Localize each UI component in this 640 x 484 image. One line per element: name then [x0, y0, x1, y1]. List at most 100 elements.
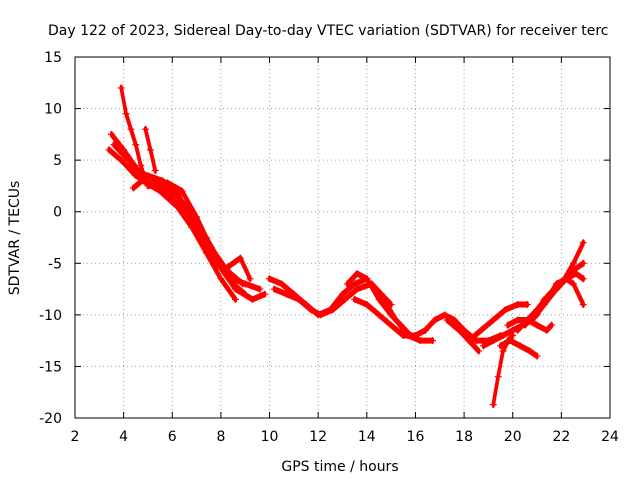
- data-points: [105, 84, 587, 409]
- data-point-plus: [533, 352, 541, 360]
- data-point-plus: [144, 172, 152, 180]
- data-point-plus: [353, 285, 361, 293]
- data-point-plus: [222, 264, 230, 272]
- data-point-plus: [428, 337, 436, 345]
- data-point-plus: [163, 179, 171, 187]
- data-point-plus: [533, 321, 541, 329]
- data-point-plus: [246, 275, 254, 283]
- data-point-plus: [499, 347, 507, 355]
- data-point-plus: [132, 141, 140, 149]
- data-point-plus: [159, 182, 167, 190]
- data-point-plus: [523, 301, 531, 309]
- data-point-plus: [514, 301, 522, 309]
- x-tick-label: 20: [504, 429, 522, 445]
- data-point-plus: [146, 146, 154, 154]
- data-point-plus: [122, 110, 130, 118]
- series-track-3: [110, 141, 239, 303]
- data-point-plus: [441, 311, 449, 319]
- data-point-plus: [497, 342, 505, 350]
- data-point-plus: [270, 285, 278, 293]
- data-point-plus: [499, 331, 507, 339]
- data-point-plus: [368, 280, 376, 288]
- data-point-plus: [193, 213, 201, 221]
- data-point-plus: [465, 337, 473, 345]
- x-tick-label: 12: [309, 429, 327, 445]
- series-track-6: [142, 125, 159, 174]
- data-point-plus: [387, 321, 395, 329]
- data-point-plus: [278, 280, 286, 288]
- data-point-plus: [117, 84, 125, 92]
- data-point-plus: [501, 306, 509, 314]
- data-point-plus: [229, 280, 237, 288]
- data-point-plus: [217, 275, 225, 283]
- data-point-plus: [266, 275, 274, 283]
- data-point-plus: [380, 295, 388, 303]
- data-point-plus: [343, 280, 351, 288]
- data-point-plus: [514, 326, 522, 334]
- data-point-plus: [239, 280, 247, 288]
- series-band: [112, 144, 238, 303]
- data-point-plus: [553, 280, 560, 288]
- data-point-plus: [261, 290, 269, 298]
- x-tick-label: 8: [216, 429, 225, 445]
- series-track-13: [368, 280, 436, 345]
- data-point-plus: [392, 316, 400, 324]
- data-point-plus: [105, 146, 113, 154]
- y-tick-label: -20: [39, 411, 62, 427]
- data-point-plus: [570, 259, 578, 267]
- data-point-plus: [207, 244, 215, 252]
- data-point-plus: [443, 316, 451, 324]
- series-band: [370, 283, 435, 344]
- data-point-plus: [137, 161, 145, 169]
- series-track-8: [163, 179, 254, 283]
- y-axis-label: SDTVAR / TECUs: [7, 181, 23, 296]
- data-point-plus: [514, 316, 522, 324]
- data-point-plus: [404, 331, 412, 339]
- data-point-plus: [173, 203, 181, 211]
- x-axis-label: GPS time / hours: [281, 459, 398, 475]
- data-point-plus: [572, 270, 580, 278]
- series-track-15: [443, 316, 483, 355]
- data-point-plus: [144, 182, 152, 190]
- data-point-plus: [307, 306, 315, 314]
- series-track-4: [117, 84, 150, 185]
- data-point-plus: [455, 326, 463, 334]
- data-point-plus: [283, 290, 291, 298]
- data-point-plus: [548, 321, 556, 329]
- data-point-plus: [450, 316, 458, 324]
- data-point-plus: [375, 311, 383, 319]
- y-tick-label: 0: [53, 205, 62, 221]
- data-point-plus: [110, 141, 118, 149]
- y-tick-label: -15: [39, 359, 62, 375]
- data-point-plus: [506, 337, 514, 345]
- chart-title: Day 122 of 2023, Sidereal Day-to-day VTE…: [48, 23, 608, 39]
- data-point-plus: [151, 166, 159, 174]
- x-tick-label: 4: [119, 429, 128, 445]
- data-point-plus: [127, 125, 135, 133]
- x-tick-label: 22: [552, 429, 570, 445]
- y-tick-label: 10: [44, 102, 62, 118]
- data-point-plus: [562, 275, 570, 283]
- grid-lines: [75, 57, 610, 418]
- data-point-plus: [543, 295, 551, 303]
- y-tick-label: -10: [39, 308, 62, 324]
- data-point-plus: [353, 270, 361, 278]
- data-point-plus: [516, 342, 524, 350]
- data-point-plus: [570, 280, 578, 288]
- data-point-plus: [129, 184, 137, 192]
- data-point-plus: [509, 331, 517, 339]
- data-point-plus: [363, 275, 371, 283]
- data-point-plus: [504, 321, 512, 329]
- data-point-plus: [317, 311, 325, 319]
- data-point-plus: [521, 321, 529, 329]
- x-tick-label: 16: [407, 429, 425, 445]
- data-point-plus: [421, 326, 429, 334]
- series-track-19: [497, 337, 541, 360]
- series-band: [119, 87, 148, 184]
- data-point-plus: [256, 285, 264, 293]
- data-point-plus: [579, 301, 587, 309]
- data-point-plus: [477, 326, 485, 334]
- data-point-plus: [526, 347, 534, 355]
- x-tick-label: 14: [358, 429, 376, 445]
